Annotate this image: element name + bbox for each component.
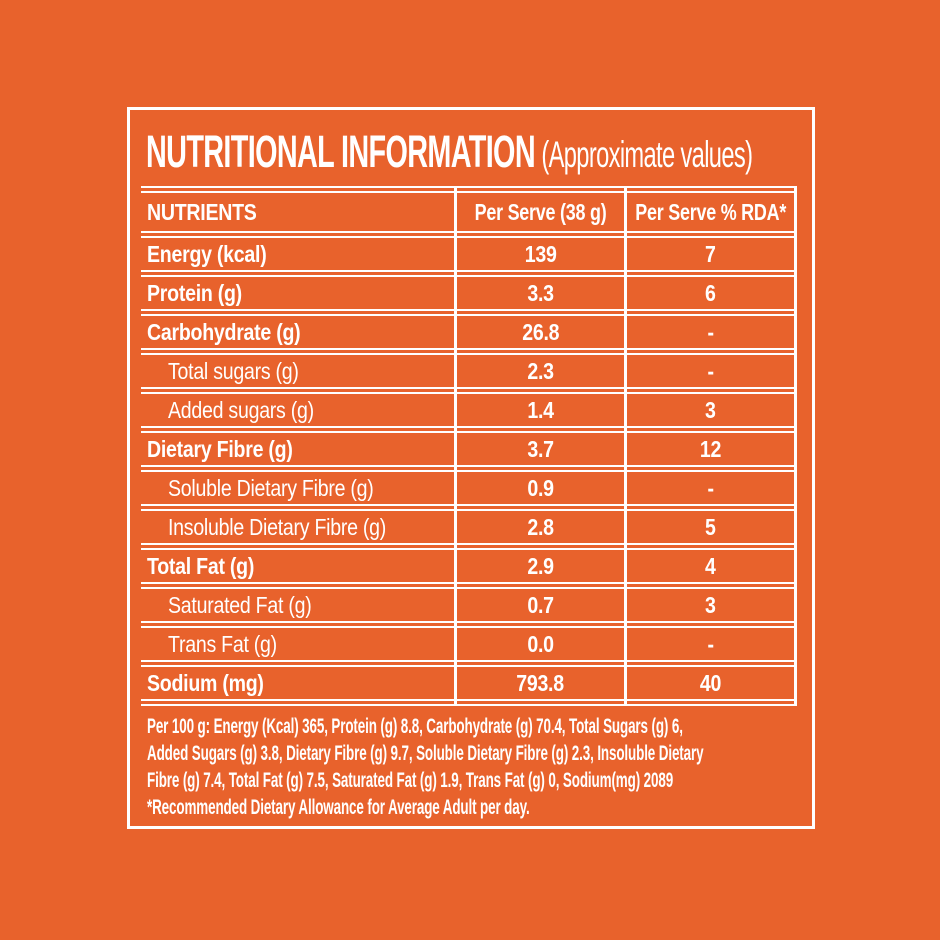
table-row-dietary-fibre: Dietary Fibre (g) 3.7 12 <box>141 433 797 465</box>
row-divider <box>141 543 797 550</box>
table-bottom-rule <box>141 699 797 706</box>
nutrient-label-cell: Energy (kcal) <box>141 238 457 270</box>
nutrient-label-cell: Sodium (mg) <box>141 667 457 699</box>
rda-value-cell: - <box>627 628 797 660</box>
per-serve-value-cell: 26.8 <box>457 316 627 348</box>
row-divider <box>141 465 797 472</box>
table-row-total-sugars: Total sugars (g) 2.3 - <box>141 355 797 387</box>
per-100g-note: Per 100 g: Energy (Kcal) 365, Protein (g… <box>147 713 812 821</box>
table-row-energy: Energy (kcal) 139 7 <box>141 238 797 270</box>
per-100g-line: Per 100 g: Energy (Kcal) 365, Protein (g… <box>147 715 683 738</box>
table-row-saturated-fat: Saturated Fat (g) 0.7 3 <box>141 589 797 621</box>
rda-value-cell: 3 <box>627 394 797 426</box>
column-header-nutrients: NUTRIENTS <box>141 193 457 231</box>
row-divider <box>141 309 797 316</box>
per-100g-line: Added Sugars (g) 3.8, Dietary Fibre (g) … <box>147 742 704 765</box>
rda-value-cell: 7 <box>627 238 797 270</box>
nutrient-label-cell: Carbohydrate (g) <box>141 316 457 348</box>
per-serve-value-cell: 0.7 <box>457 589 627 621</box>
nutrient-label-cell: Insoluble Dietary Fibre (g) <box>141 511 457 543</box>
table-top-rule <box>141 186 797 193</box>
per-serve-value-cell: 2.9 <box>457 550 627 582</box>
rda-value-cell: - <box>627 316 797 348</box>
row-divider <box>141 504 797 511</box>
title-main: NUTRITIONAL INFORMATION <box>146 126 536 177</box>
row-divider <box>141 621 797 628</box>
nutrient-label-cell: Trans Fat (g) <box>141 628 457 660</box>
table-row-trans-fat: Trans Fat (g) 0.0 - <box>141 628 797 660</box>
table-row-protein: Protein (g) 3.3 6 <box>141 277 797 309</box>
column-header-rda: Per Serve % RDA* <box>627 193 797 231</box>
table-row-insoluble-fibre: Insoluble Dietary Fibre (g) 2.8 5 <box>141 511 797 543</box>
table-header-row: NUTRIENTS Per Serve (38 g) Per Serve % R… <box>141 193 797 231</box>
nutrition-table: NUTRIENTS Per Serve (38 g) Per Serve % R… <box>141 186 797 706</box>
row-divider <box>141 270 797 277</box>
nutrient-label-cell: Total sugars (g) <box>141 355 457 387</box>
table-row-carbohydrate: Carbohydrate (g) 26.8 - <box>141 316 797 348</box>
nutrient-label-cell: Soluble Dietary Fibre (g) <box>141 472 457 504</box>
per-serve-value-cell: 793.8 <box>457 667 627 699</box>
nutrient-label-cell: Dietary Fibre (g) <box>141 433 457 465</box>
nutrient-label-cell: Protein (g) <box>141 277 457 309</box>
per-100g-line: Fibre (g) 7.4, Total Fat (g) 7.5, Satura… <box>147 769 674 792</box>
table-row-sodium: Sodium (mg) 793.8 40 <box>141 667 797 699</box>
panel-title: NUTRITIONAL INFORMATION (Approximate val… <box>146 126 753 177</box>
rda-value-cell: 4 <box>627 550 797 582</box>
rda-value-cell: 40 <box>627 667 797 699</box>
per-serve-value-cell: 2.3 <box>457 355 627 387</box>
table-row-added-sugars: Added sugars (g) 1.4 3 <box>141 394 797 426</box>
per-serve-value-cell: 0.0 <box>457 628 627 660</box>
rda-value-cell: 12 <box>627 433 797 465</box>
rda-value-cell: 5 <box>627 511 797 543</box>
per-serve-value-cell: 139 <box>457 238 627 270</box>
row-divider <box>141 660 797 667</box>
rda-value-cell: - <box>627 472 797 504</box>
row-divider <box>141 426 797 433</box>
table-row-total-fat: Total Fat (g) 2.9 4 <box>141 550 797 582</box>
per-serve-value-cell: 3.3 <box>457 277 627 309</box>
nutrition-panel: NUTRITIONAL INFORMATION (Approximate val… <box>127 107 815 829</box>
nutrient-label-cell: Added sugars (g) <box>141 394 457 426</box>
row-divider <box>141 387 797 394</box>
title-subtitle: (Approximate values) <box>541 134 753 175</box>
per-serve-value-cell: 0.9 <box>457 472 627 504</box>
table-row-soluble-fibre: Soluble Dietary Fibre (g) 0.9 - <box>141 472 797 504</box>
column-header-per-serve: Per Serve (38 g) <box>457 193 627 231</box>
per-serve-value-cell: 3.7 <box>457 433 627 465</box>
row-divider <box>141 582 797 589</box>
rda-footnote: *Recommended Dietary Allowance for Avera… <box>147 796 530 819</box>
per-serve-value-cell: 1.4 <box>457 394 627 426</box>
per-serve-value-cell: 2.8 <box>457 511 627 543</box>
nutrient-label-cell: Saturated Fat (g) <box>141 589 457 621</box>
nutrient-label-cell: Total Fat (g) <box>141 550 457 582</box>
rda-value-cell: 3 <box>627 589 797 621</box>
row-divider <box>141 348 797 355</box>
rda-value-cell: 6 <box>627 277 797 309</box>
rda-value-cell: - <box>627 355 797 387</box>
row-divider <box>141 231 797 238</box>
